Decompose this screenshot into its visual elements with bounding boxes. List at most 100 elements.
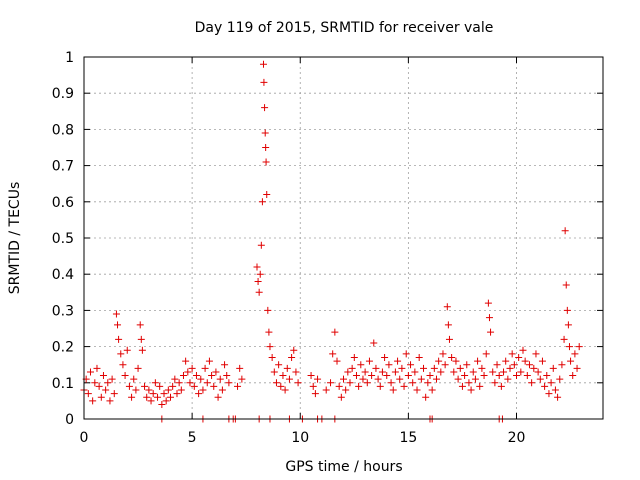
data-point: [485, 314, 493, 322]
data-point: [123, 346, 131, 354]
data-point: [443, 303, 451, 311]
data-point: [396, 375, 404, 383]
data-point: [342, 386, 350, 394]
data-point: [571, 350, 579, 358]
data-point: [385, 361, 393, 369]
data-point: [456, 364, 464, 372]
data-point: [134, 364, 142, 372]
data-point: [186, 379, 194, 387]
data-point: [132, 386, 140, 394]
data-point: [91, 379, 99, 387]
data-point: [352, 372, 360, 380]
data-point: [549, 364, 557, 372]
data-point: [128, 393, 136, 401]
data-point: [164, 386, 172, 394]
data-point: [554, 393, 562, 401]
data-point: [506, 364, 514, 372]
data-point: [465, 379, 473, 387]
data-point: [169, 382, 177, 390]
data-point: [141, 382, 149, 390]
data-point: [521, 357, 529, 365]
data-point: [368, 372, 376, 380]
data-point: [275, 361, 283, 369]
data-point: [192, 372, 200, 380]
data-point: [491, 379, 499, 387]
data-point: [268, 353, 276, 361]
data-point: [504, 375, 512, 383]
x-tick-label: 15: [399, 430, 417, 446]
data-point: [536, 375, 544, 383]
data-point: [175, 379, 183, 387]
data-point: [474, 357, 482, 365]
data-point: [547, 379, 555, 387]
data-point: [495, 372, 503, 380]
data-point: [97, 393, 105, 401]
data-point: [497, 382, 505, 390]
data-point: [137, 335, 145, 343]
data-point: [374, 375, 382, 383]
data-point: [480, 372, 488, 380]
data-point: [279, 372, 287, 380]
data-point: [223, 372, 231, 380]
data-point: [115, 335, 123, 343]
data-point: [363, 379, 371, 387]
data-point: [184, 368, 192, 376]
data-point: [160, 390, 168, 398]
data-point: [236, 364, 244, 372]
data-point: [528, 379, 536, 387]
data-point: [151, 379, 159, 387]
data-point: [441, 361, 449, 369]
data-point: [182, 357, 190, 365]
data-point: [502, 357, 510, 365]
data-point: [381, 353, 389, 361]
data-point: [359, 375, 367, 383]
data-point: [171, 375, 179, 383]
data-point: [307, 372, 315, 380]
data-point: [179, 372, 187, 380]
data-point: [541, 382, 549, 390]
data-point: [106, 397, 114, 405]
data-point: [493, 361, 501, 369]
data-point: [260, 78, 268, 86]
data-point: [162, 397, 170, 405]
data-point: [102, 386, 110, 394]
data-point: [311, 390, 319, 398]
data-point: [562, 281, 570, 289]
data-point: [283, 364, 291, 372]
data-point: [327, 379, 335, 387]
data-point: [445, 335, 453, 343]
data-point: [378, 368, 386, 376]
data-point: [402, 350, 410, 358]
data-point: [177, 386, 185, 394]
data-point: [452, 357, 460, 365]
data-point: [203, 379, 211, 387]
data-point: [538, 357, 546, 365]
data-point: [86, 368, 94, 376]
data-point: [292, 368, 300, 376]
data-point: [188, 364, 196, 372]
data-point: [333, 357, 341, 365]
y-tick-label: 0.1: [52, 376, 74, 392]
data-point: [407, 361, 415, 369]
data-point: [560, 335, 568, 343]
data-point: [411, 368, 419, 376]
data-point: [365, 357, 373, 365]
data-point: [173, 390, 181, 398]
data-point: [523, 372, 531, 380]
data-point: [400, 382, 408, 390]
data-point: [262, 144, 270, 151]
data-point: [346, 379, 354, 387]
data-point: [344, 368, 352, 376]
data-point: [430, 364, 438, 372]
data-point: [156, 382, 164, 390]
data-point: [288, 353, 296, 361]
data-points: [80, 60, 583, 423]
data-point: [214, 393, 222, 401]
data-point: [145, 386, 153, 394]
data-point: [119, 361, 127, 369]
y-tick-label: 0.8: [52, 122, 74, 138]
data-point: [331, 328, 339, 336]
data-point: [426, 372, 434, 380]
data-point: [422, 393, 430, 401]
data-point: [263, 191, 271, 199]
